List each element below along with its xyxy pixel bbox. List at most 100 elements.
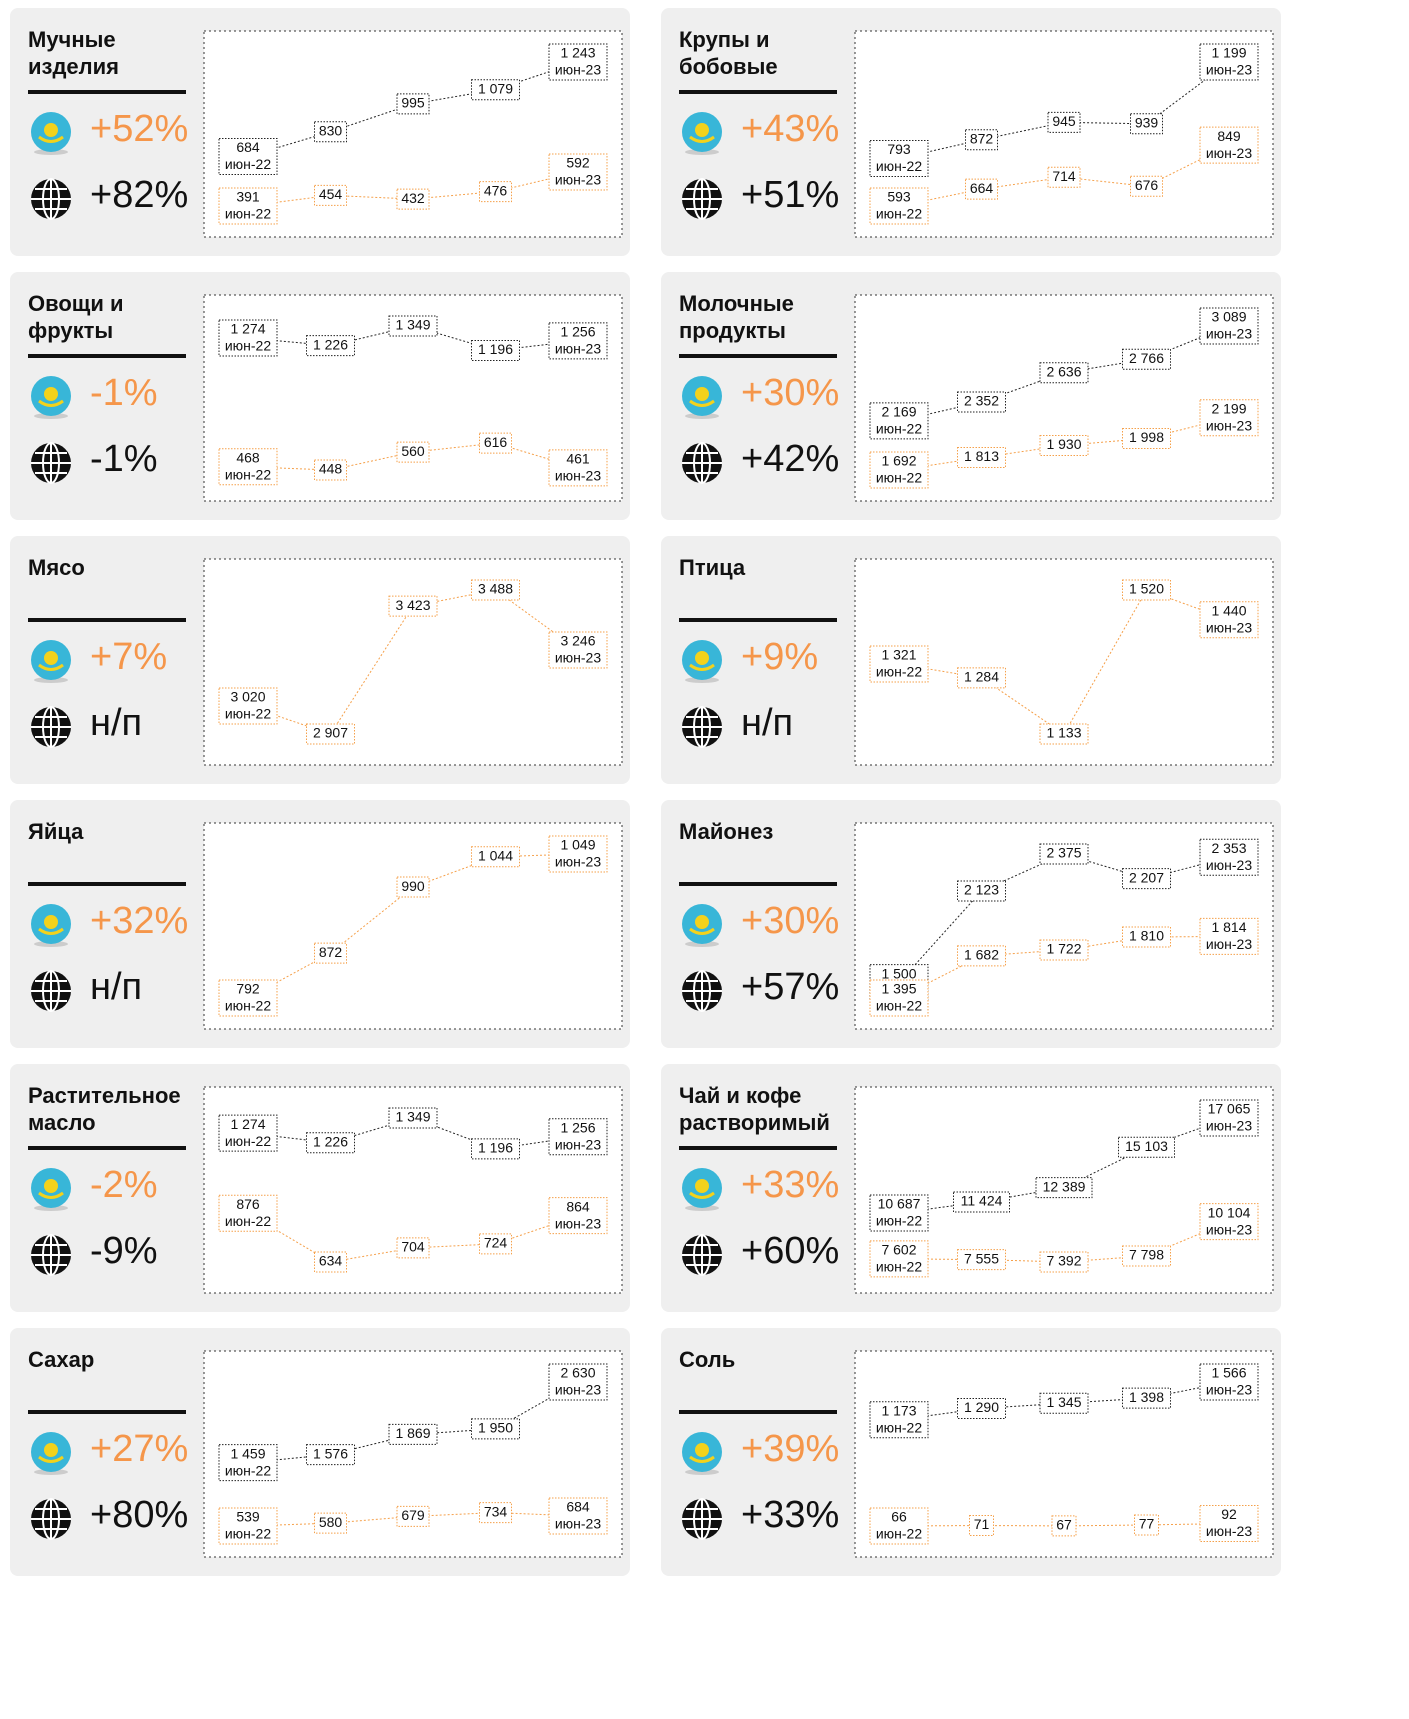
label-box <box>1122 1387 1171 1409</box>
series-line <box>898 417 1230 471</box>
value-label: 1 290 <box>964 1399 999 1415</box>
card-title: Соль <box>679 1347 736 1372</box>
value-label: 461 <box>566 451 590 467</box>
label-box <box>1039 939 1089 961</box>
label-box <box>314 942 347 964</box>
label-box <box>479 181 512 203</box>
world-change: +51% <box>741 174 840 216</box>
value-label: 714 <box>1052 168 1076 184</box>
period-label: июн-23 <box>1206 1221 1253 1237</box>
value-label: 724 <box>484 1235 508 1251</box>
label-box <box>314 121 347 143</box>
world-icon <box>679 1496 725 1547</box>
kz-flag <box>682 640 722 683</box>
label-box <box>957 945 1006 967</box>
label-box <box>218 137 278 175</box>
kz-flag <box>682 1432 722 1475</box>
value-label: 3 423 <box>395 597 430 613</box>
globe-icon <box>682 1498 722 1540</box>
kz-icon <box>28 902 74 953</box>
label-box <box>471 1418 520 1440</box>
value-label: 1 349 <box>395 317 430 333</box>
world-icon <box>679 1232 725 1283</box>
label-box <box>396 876 430 898</box>
title-rule <box>679 618 837 622</box>
period-label: июн-23 <box>1206 417 1253 433</box>
value-label: 476 <box>484 182 508 198</box>
period-label: июн-22 <box>225 1133 272 1149</box>
label-box <box>218 1114 278 1152</box>
kz-flag <box>31 640 71 683</box>
card: Молочные продукты +30% +42% 2 169 июн-22 2 35… <box>661 272 1281 520</box>
card-title: Чай и кофе растворимый <box>679 1083 830 1135</box>
world-change: +60% <box>741 1230 840 1272</box>
label-box <box>1122 868 1171 890</box>
kz-flag <box>682 904 722 947</box>
value-label: 1 682 <box>964 947 999 963</box>
value-label: 990 <box>401 878 425 894</box>
card-title: Растительное масло <box>28 1083 181 1135</box>
value-label: 1 950 <box>478 1420 513 1436</box>
value-label: 3 020 <box>230 689 265 705</box>
value-label: 12 389 <box>1043 1178 1086 1194</box>
card: Соль +39% +33% 1 173 июн-22 1 290 1 345 1 398 1 … <box>661 1328 1281 1576</box>
label-box <box>471 846 520 868</box>
value-label: 1 566 <box>1211 1365 1246 1381</box>
period-label: июн-23 <box>1206 326 1253 342</box>
value-label: 7 602 <box>881 1242 916 1258</box>
value-label: 830 <box>319 123 343 139</box>
value-label: 1 079 <box>478 80 513 96</box>
world-change: +57% <box>741 966 840 1008</box>
value-label: 1 810 <box>1129 928 1164 944</box>
value-label: 684 <box>566 1499 590 1515</box>
period-label: июн-22 <box>876 1419 923 1435</box>
label-box <box>1199 307 1259 345</box>
value-label: 1 173 <box>881 1402 916 1418</box>
label-box <box>869 1194 929 1232</box>
period-label: июн-23 <box>555 650 602 666</box>
label-box <box>869 187 929 225</box>
period-label: июн-23 <box>555 1215 602 1231</box>
value-label: 864 <box>566 1198 590 1214</box>
period-label: июн-23 <box>555 62 602 78</box>
label-box <box>1199 601 1259 639</box>
value-label: 3 089 <box>1211 309 1246 325</box>
title-rule <box>679 1146 837 1150</box>
kz-change: +33% <box>741 1164 840 1206</box>
card-title: Сахар <box>28 1347 95 1372</box>
label-box <box>869 402 929 440</box>
value-label: 1 930 <box>1046 436 1081 452</box>
kz-change: +27% <box>90 1428 189 1470</box>
kz-change: +32% <box>90 900 189 942</box>
card-title: Мучные изделия <box>28 27 119 79</box>
label-box <box>218 687 278 725</box>
period-label: июн-23 <box>1206 857 1253 873</box>
label-box <box>314 459 347 481</box>
value-label: 66 <box>891 1509 907 1525</box>
value-label: 664 <box>970 180 994 196</box>
label-box <box>548 1363 608 1401</box>
label-box <box>1199 917 1259 955</box>
period-label: июн-23 <box>1206 936 1253 952</box>
value-label: 995 <box>401 95 425 111</box>
globe-icon <box>682 178 722 220</box>
value-label: 1 813 <box>964 448 999 464</box>
value-label: 67 <box>1056 1517 1072 1533</box>
label-box <box>1122 926 1171 948</box>
kz-icon <box>679 1430 725 1481</box>
value-label: 849 <box>1217 128 1241 144</box>
world-change: -9% <box>90 1230 158 1272</box>
card-title: Мясо <box>28 555 85 580</box>
label-box <box>965 129 998 151</box>
world-icon <box>28 968 74 1019</box>
title-rule <box>28 882 186 886</box>
value-label: 684 <box>236 139 260 155</box>
period-label: июн-22 <box>225 706 272 722</box>
value-label: 792 <box>236 981 260 997</box>
label-box <box>1039 843 1089 865</box>
card: Крупы и бобовые +43% +51% 793 июн-22 872 945 93… <box>661 8 1281 256</box>
kz-flag <box>31 112 71 155</box>
